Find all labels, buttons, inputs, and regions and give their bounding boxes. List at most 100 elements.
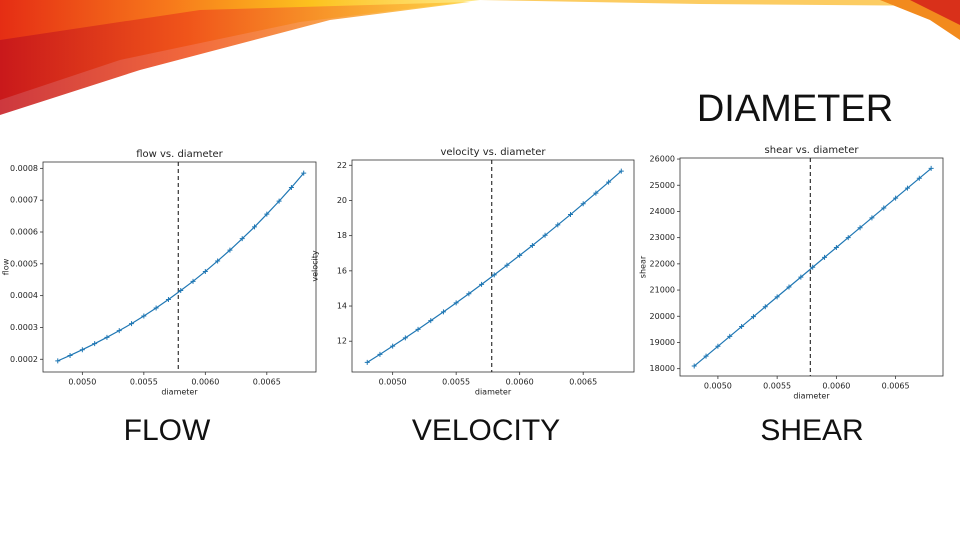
- data-point: [869, 215, 875, 221]
- y-axis-label: flow: [2, 258, 11, 275]
- x-axis-label: diameter: [475, 388, 512, 397]
- y-tick-label: 21000: [650, 286, 675, 295]
- data-point: [252, 224, 258, 230]
- data-point: [440, 309, 446, 315]
- chart: shear vs. diameter diameter shear 0.0050 0.0…: [639, 145, 944, 401]
- data-point: [190, 278, 196, 284]
- data-point: [55, 358, 61, 364]
- decoration: [0, 0, 960, 115]
- slide-title: DIAMETER: [697, 88, 893, 130]
- x-tick-label: 0.0050: [379, 378, 407, 387]
- y-tick-label: 14: [337, 302, 347, 311]
- data-point: [301, 170, 307, 176]
- data-point: [178, 288, 184, 294]
- data-point: [750, 314, 756, 320]
- data-point: [153, 305, 159, 311]
- plot-area: [42, 161, 317, 373]
- x-tick-label: 0.0055: [130, 378, 158, 387]
- x-tick-label: 0.0055: [763, 382, 791, 391]
- data-point: [567, 212, 573, 218]
- data-point: [129, 321, 135, 327]
- data-point: [517, 252, 523, 258]
- y-tick-label: 19000: [650, 338, 675, 347]
- data-point: [822, 254, 828, 260]
- data-point: [141, 313, 147, 319]
- data-point: [202, 268, 208, 274]
- x-tick-label: 0.0050: [68, 378, 96, 387]
- data-point: [580, 201, 586, 207]
- x-tick-label: 0.0055: [442, 378, 470, 387]
- data-point: [542, 232, 548, 238]
- data-point: [504, 262, 510, 268]
- y-tick-label: 16: [337, 266, 347, 275]
- y-tick-label: 22000: [650, 259, 675, 268]
- x-tick-label: 0.0060: [191, 378, 219, 387]
- y-tick-label: 26000: [650, 155, 675, 164]
- y-tick-label: 22: [337, 161, 347, 170]
- data-point: [264, 211, 270, 217]
- y-tick-label: 0.0004: [10, 291, 38, 300]
- data-point: [691, 363, 697, 369]
- data-point: [165, 296, 171, 302]
- y-tick-label: 0.0003: [10, 323, 38, 332]
- data-point: [893, 195, 899, 201]
- data-point: [762, 304, 768, 310]
- data-point: [593, 190, 599, 196]
- x-axis-label: diameter: [793, 392, 830, 401]
- x-tick-label: 0.0065: [882, 382, 910, 391]
- data-point: [453, 300, 459, 306]
- y-tick-label: 0.0002: [10, 355, 38, 364]
- chart: velocity vs. diameter diameter velocity 0.0…: [311, 147, 635, 397]
- data-point: [466, 291, 472, 297]
- data-point: [774, 294, 780, 300]
- data-point: [739, 324, 745, 330]
- caption: SHEAR: [760, 414, 863, 447]
- data-point: [703, 353, 709, 359]
- data-point: [810, 264, 816, 270]
- data-point: [390, 343, 396, 349]
- y-tick-label: 20000: [650, 312, 675, 321]
- data-point: [239, 236, 245, 242]
- chart-title: velocity vs. diameter: [440, 147, 546, 158]
- data-point: [415, 326, 421, 332]
- y-tick-label: 18: [337, 231, 347, 240]
- chart: flow vs. diameter diameter flow 0.0050 0.005…: [2, 149, 317, 397]
- data-point: [727, 333, 733, 339]
- data-point: [904, 185, 910, 191]
- data-point: [276, 198, 282, 204]
- data-point: [916, 175, 922, 181]
- data-point: [377, 351, 383, 357]
- y-axis-label: shear: [639, 255, 648, 278]
- x-tick-label: 0.0050: [704, 382, 732, 391]
- y-tick-label: 20: [337, 196, 347, 205]
- y-tick-label: 0.0005: [10, 259, 38, 268]
- data-point: [715, 343, 721, 349]
- data-point: [116, 328, 122, 334]
- data-point: [928, 165, 934, 171]
- data-point: [529, 243, 535, 249]
- data-point: [555, 222, 561, 228]
- x-tick-label: 0.0065: [253, 378, 281, 387]
- data-point: [786, 284, 792, 290]
- y-tick-label: 24000: [650, 207, 675, 216]
- data-point: [288, 184, 294, 190]
- x-tick-label: 0.0060: [506, 378, 534, 387]
- y-tick-label: 25000: [650, 181, 675, 190]
- data-point: [606, 179, 612, 185]
- data-point: [104, 334, 110, 340]
- chart-title: flow vs. diameter: [136, 149, 223, 160]
- plot-area: [351, 159, 635, 373]
- y-tick-label: 0.0007: [10, 196, 38, 205]
- y-tick-label: 18000: [650, 364, 675, 373]
- data-point: [881, 205, 887, 211]
- y-tick-label: 0.0008: [10, 164, 38, 173]
- data-point: [428, 318, 434, 324]
- y-tick-label: 12: [337, 337, 347, 346]
- data-point: [798, 274, 804, 280]
- data-point: [227, 247, 233, 253]
- chart-title: shear vs. diameter: [765, 145, 860, 156]
- y-tick-label: 23000: [650, 233, 675, 242]
- caption: VELOCITY: [412, 414, 560, 447]
